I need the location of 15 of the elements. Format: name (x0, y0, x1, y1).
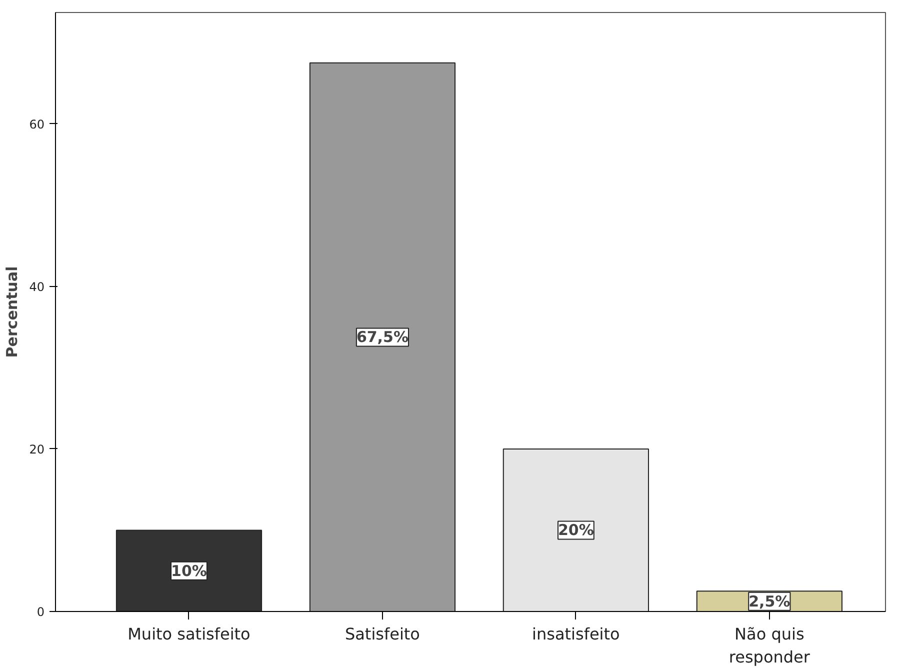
y-tick-label: 0 (36, 605, 45, 619)
x-tick-label: Não quis responder (728, 624, 810, 666)
y-axis-title: Percentual (3, 266, 22, 358)
x-tick-label: Satisfeito (344, 624, 420, 644)
y-tick-label: 20 (29, 442, 45, 456)
data-label: 20% (558, 521, 594, 540)
x-tick-label: insatisfeito (532, 624, 620, 644)
data-label: 10% (171, 562, 207, 580)
y-tick-label: 60 (29, 117, 45, 132)
x-tick-label: Muito satisfeito (128, 624, 250, 644)
bar (502, 448, 649, 612)
data-label: 67,5% (356, 328, 408, 346)
y-tick-label: 40 (29, 280, 45, 294)
bar (116, 530, 262, 612)
bar (309, 62, 456, 612)
